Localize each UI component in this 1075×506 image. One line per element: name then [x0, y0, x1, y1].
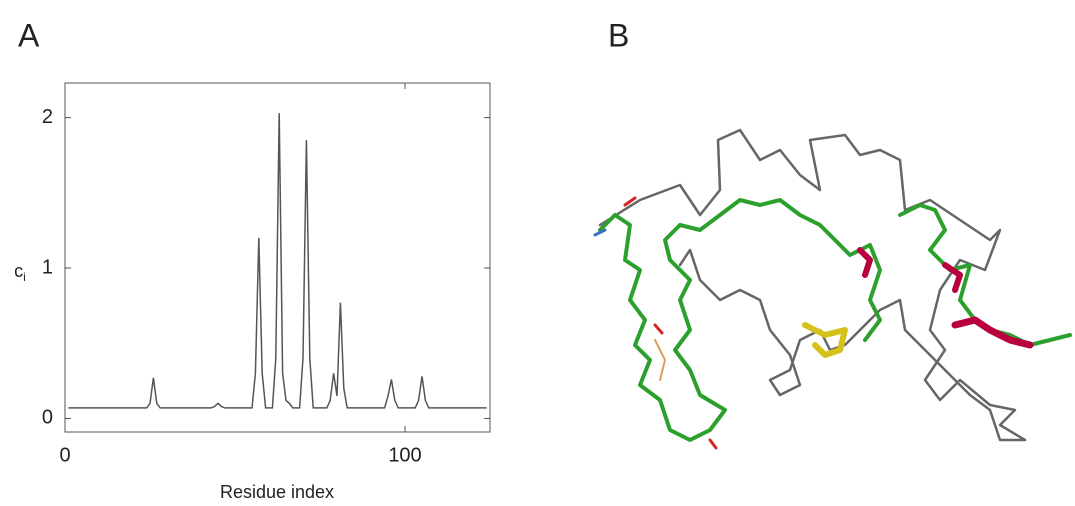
- x-tick-label: 0: [59, 444, 70, 466]
- data-line: [68, 113, 486, 408]
- y-tick-label: 0: [42, 407, 53, 429]
- panel-label: B: [608, 17, 629, 53]
- y-axis-label-sub: i: [23, 270, 26, 284]
- panel-label: A: [18, 17, 40, 53]
- y-axis-label-main: c: [14, 261, 23, 281]
- molecule-structure: [595, 130, 1070, 448]
- y-tick-label: 2: [42, 106, 53, 128]
- x-axis-label: Residue index: [220, 482, 334, 502]
- y-tick-label: 1: [42, 256, 53, 278]
- y-axis-label: ci: [14, 261, 26, 284]
- figure: A B Residue index ci 0 1 2 0 100: [0, 0, 1075, 506]
- x-tick-label: 100: [388, 444, 421, 466]
